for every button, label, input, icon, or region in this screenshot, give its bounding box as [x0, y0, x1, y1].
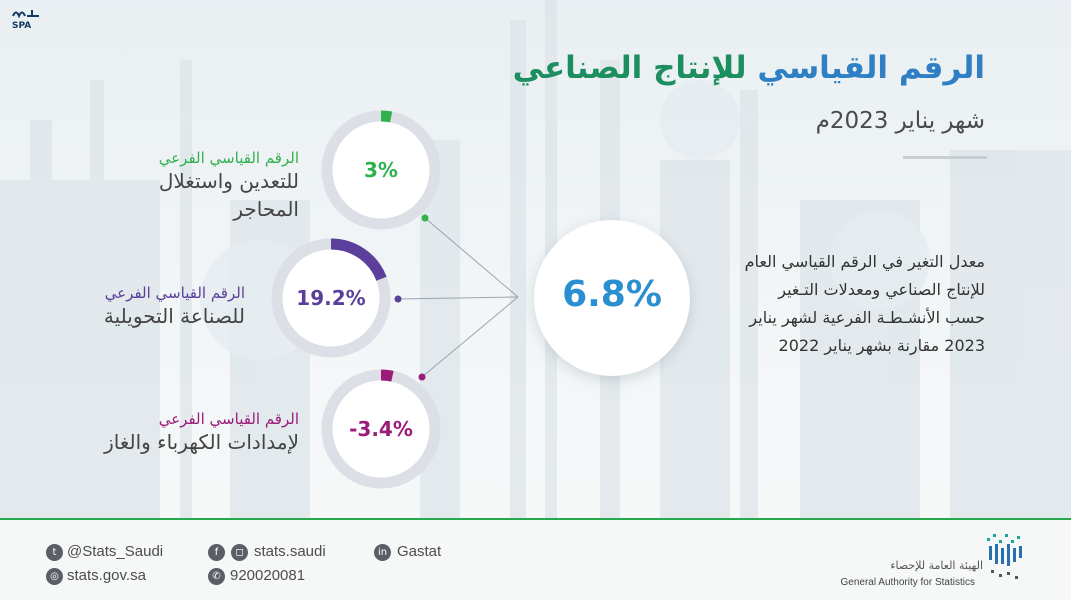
- connector-dot-1: [421, 214, 429, 222]
- ring-arc-manufacturing: [330, 238, 387, 281]
- gastat-logo-icon: [987, 534, 1022, 579]
- label-manufacturing-big: للصناعة التحويلية: [103, 304, 245, 328]
- center-circle: [534, 220, 690, 376]
- footer-divider: [0, 518, 1071, 521]
- ring-value-electricity: -3.4%: [349, 417, 413, 441]
- footer-social[interactable]: stats.saudi: [254, 543, 326, 560]
- ring-arc-electricity: [380, 369, 394, 382]
- ring-arc-mining: [380, 110, 393, 123]
- logo-text: SPA: [12, 21, 32, 31]
- logo-mark-icon: [12, 10, 39, 19]
- globe-icon: ◎: [46, 568, 63, 585]
- page-title: الرقم القياسي للإنتاج الصناعي: [513, 50, 985, 86]
- twitter-icon: t: [46, 544, 63, 561]
- footer: [0, 520, 1071, 600]
- footer-twitter[interactable]: @Stats_Saudi: [67, 543, 164, 560]
- label-mining: الرقم القياسي الفرعي للتعدين واستغلال ال…: [99, 149, 299, 223]
- label-electricity-big: لإمدادات الكهرباء والغاز: [104, 430, 299, 454]
- facebook-icon: f: [208, 544, 225, 561]
- ring-value-manufacturing: 19.2%: [296, 286, 366, 310]
- linkedin-icon: in: [374, 544, 391, 561]
- label-electricity-small: الرقم القياسي الفرعي: [158, 410, 299, 428]
- spa-logo: SPA: [12, 8, 42, 31]
- footer-phone[interactable]: 920020081: [230, 567, 306, 584]
- page-subtitle: شهر يناير 2023م: [815, 108, 985, 134]
- label-mining-small: الرقم القياسي الفرعي: [158, 149, 299, 167]
- connector-line-3: [421, 296, 519, 378]
- connector-line-2: [397, 296, 519, 300]
- title-green-part: للإنتاج الصناعي: [512, 50, 747, 86]
- footer-linkedin[interactable]: Gastat: [397, 543, 442, 560]
- phone-icon: ✆: [208, 568, 225, 585]
- label-electricity: الرقم القياسي الفرعي لإمدادات الكهرباء و…: [104, 410, 299, 456]
- connector-line-1: [424, 217, 519, 298]
- footer-website[interactable]: stats.gov.sa: [67, 567, 146, 584]
- title-divider: [903, 156, 987, 159]
- instagram-icon: ◻: [231, 544, 248, 561]
- ring-value-mining: 3%: [364, 158, 398, 182]
- connector-dot-3: [418, 373, 426, 381]
- label-mining-big: للتعدين واستغلال المحاجر: [158, 169, 299, 221]
- description-text: معدل التغير في الرقم القياسي العام للإنت…: [744, 252, 985, 355]
- org-name-arabic: الهيئة العامة للإحصاء: [890, 559, 983, 572]
- title-blue-part: الرقم القياسي: [757, 50, 985, 86]
- connector-dot-2: [394, 295, 402, 303]
- org-name-english: General Authority for Statistics: [840, 577, 975, 588]
- rings-diagram: [271, 110, 690, 489]
- center-value: 6.8%: [562, 274, 662, 315]
- label-manufacturing-small: الرقم القياسي الفرعي: [104, 284, 245, 302]
- label-manufacturing: الرقم القياسي الفرعي للصناعة التحويلية: [104, 284, 245, 330]
